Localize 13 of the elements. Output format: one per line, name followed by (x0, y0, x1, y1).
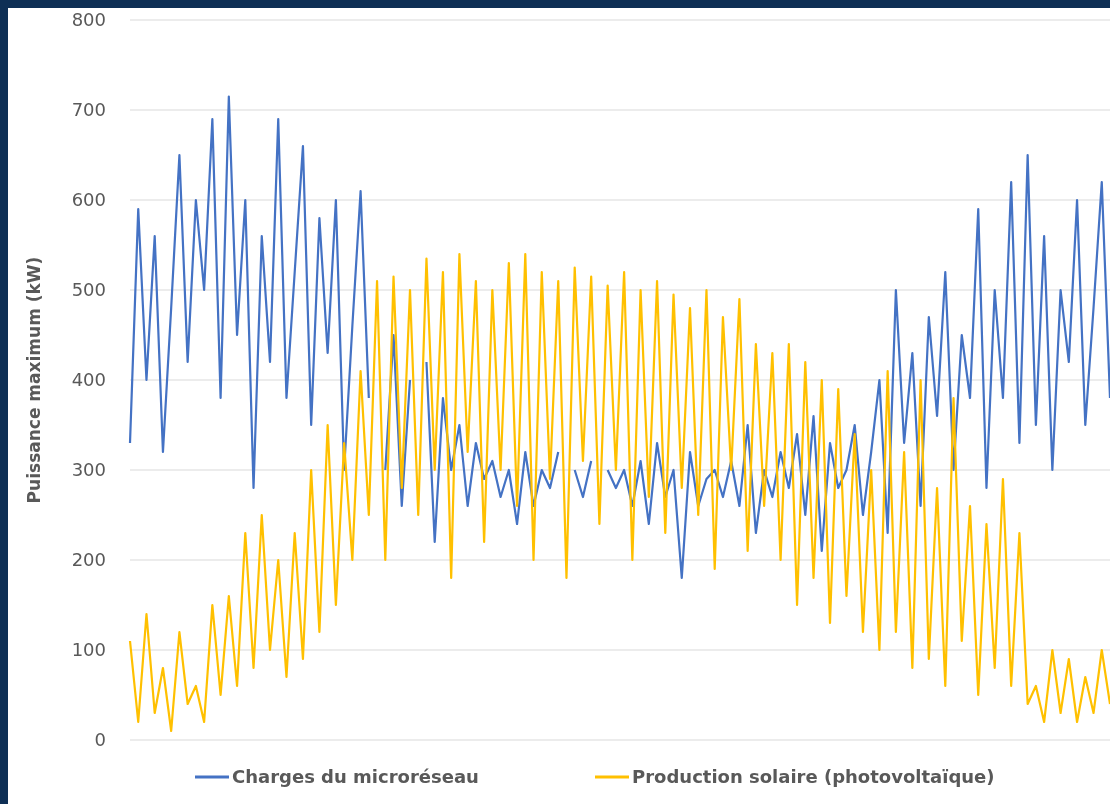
legend-label: Charges du microréseau (232, 766, 479, 788)
y-axis-title: Puissance maximum (kW) (24, 256, 44, 504)
y-tick-label: 800 (71, 9, 106, 31)
y-tick-label: 600 (71, 189, 106, 211)
y-tick-label: 0 (94, 729, 106, 751)
y-tick-label: 500 (71, 279, 106, 301)
y-tick-label: 100 (71, 639, 106, 661)
y-tick-label: 400 (71, 369, 106, 391)
legend-label: Production solaire (photovoltaïque) (632, 766, 995, 788)
y-tick-label: 300 (71, 459, 106, 481)
y-tick-label: 700 (71, 99, 106, 121)
y-tick-label: 200 (71, 549, 106, 571)
line-series (128, 252, 1110, 733)
